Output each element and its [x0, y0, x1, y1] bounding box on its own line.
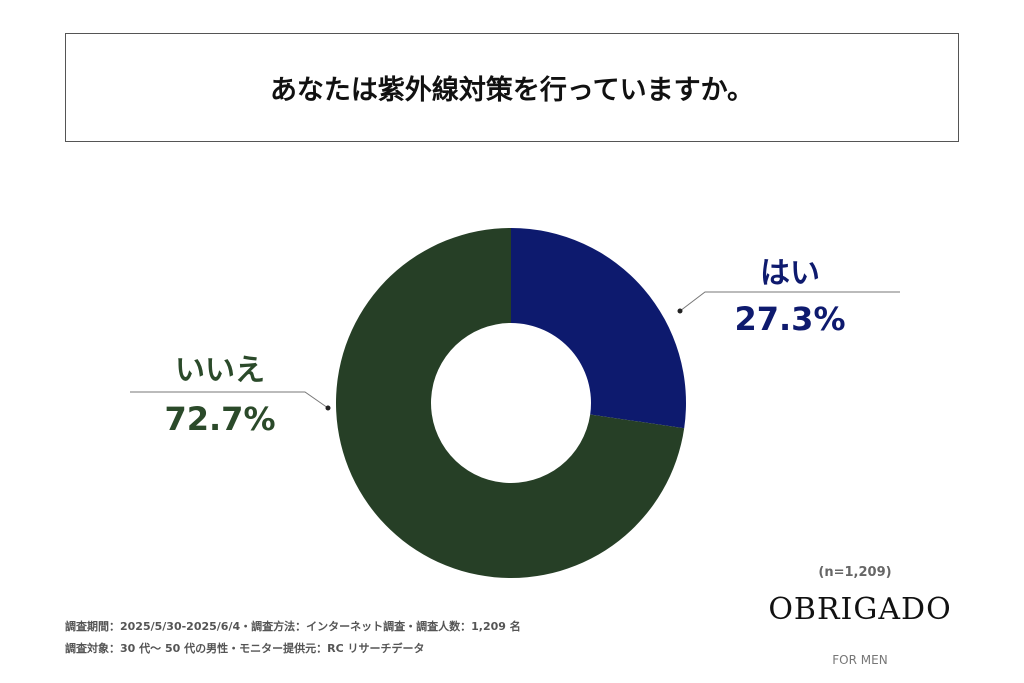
leader-dot-1 — [325, 405, 331, 411]
donut-slice-0 — [511, 228, 686, 429]
data-label-yes: 27.3% — [734, 300, 846, 338]
chart-title: あなたは紫外線対策を行っていますか。 — [269, 75, 755, 106]
title-box: あなたは紫外線対策を行っていますか。 — [65, 33, 959, 142]
leader-line-1 — [130, 391, 329, 409]
survey-note-1: 調査期間：2025/5/30-2025/6/4・調査方法：インターネット調査・調… — [65, 620, 521, 633]
donut-slice-1 — [335, 228, 685, 578]
data-label-no: 72.7% — [164, 400, 276, 438]
leader-line-0 — [679, 291, 900, 312]
slice-label-no: いいえ — [175, 353, 265, 388]
slice-label-yes: はい — [760, 256, 820, 291]
brand-logo: OBRIGADO — [768, 592, 952, 627]
sample-size: (n=1,209) — [818, 565, 892, 580]
survey-note-2: 調査対象：30 代～ 50 代の男性・モニター提供元：RC リサーチデータ — [65, 642, 425, 655]
leader-dot-0 — [677, 308, 683, 314]
brand-sub: FOR MEN — [832, 653, 888, 667]
